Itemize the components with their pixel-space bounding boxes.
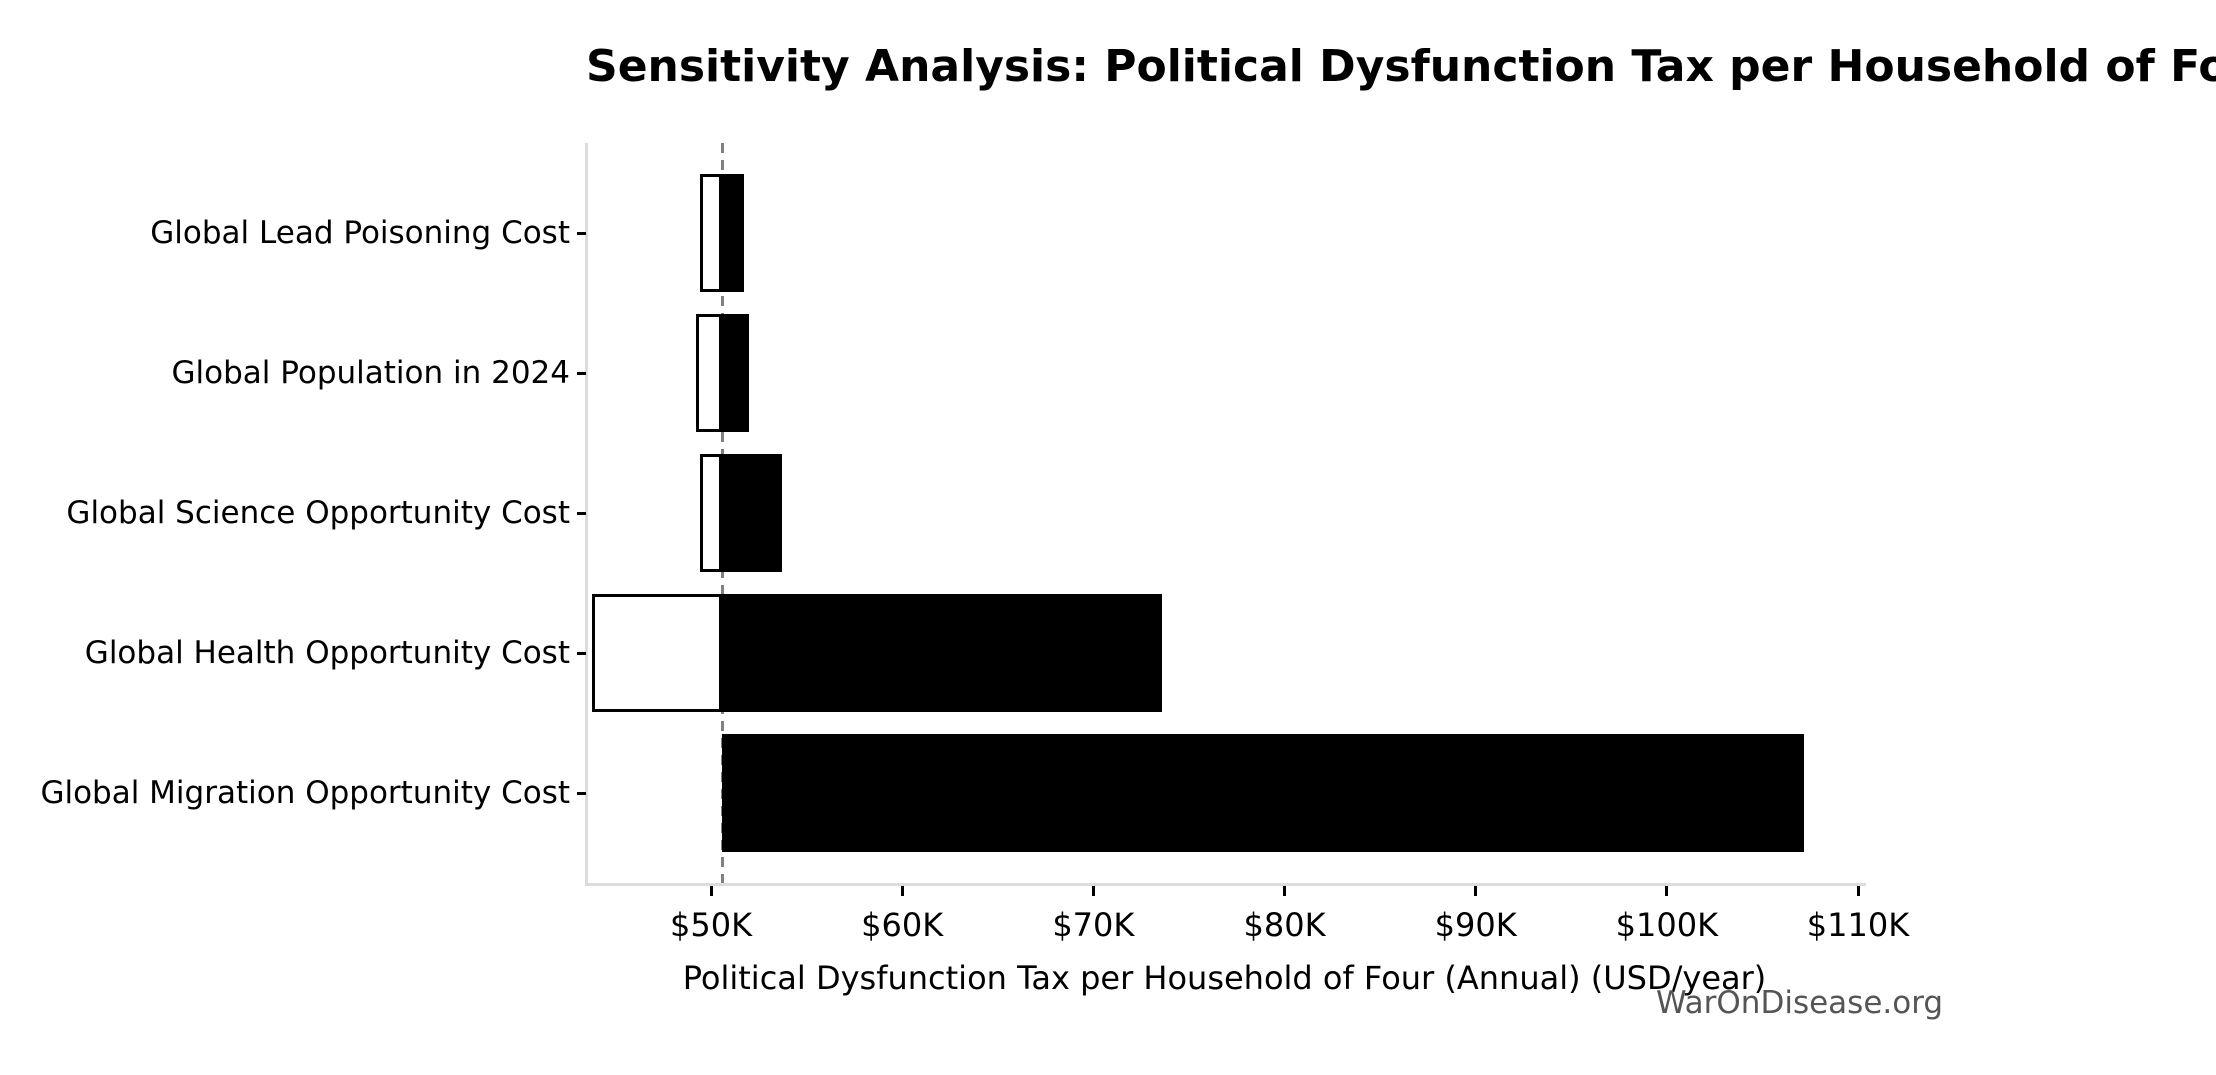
chart-title: Sensitivity Analysis: Political Dysfunct… xyxy=(586,41,2216,92)
x-tick-mark xyxy=(1856,886,1860,896)
y-tick-mark xyxy=(577,371,586,375)
y-tick-label: Global Science Opportunity Cost xyxy=(66,495,570,531)
y-tick-label: Global Lead Poisoning Cost xyxy=(150,215,570,251)
y-axis-spine xyxy=(585,143,588,886)
x-tick-mark xyxy=(709,886,713,896)
y-tick-label: Global Population in 2024 xyxy=(171,355,570,391)
y-tick-label: Global Health Opportunity Cost xyxy=(84,635,570,671)
x-tick-mark xyxy=(1091,886,1095,896)
tornado-bar-low xyxy=(699,454,723,572)
y-tick-mark xyxy=(577,791,586,795)
x-tick-label: $80K xyxy=(1243,906,1326,944)
tornado-bar-high xyxy=(722,174,744,292)
tornado-bar-high xyxy=(722,454,782,572)
x-tick-label: $70K xyxy=(1052,906,1135,944)
tornado-bar-high xyxy=(722,314,750,432)
x-tick-mark xyxy=(900,886,904,896)
x-axis-label: Political Dysfunction Tax per Household … xyxy=(682,959,1767,997)
tornado-bar-low xyxy=(699,174,723,292)
x-tick-label: $90K xyxy=(1434,906,1517,944)
x-axis-spine xyxy=(585,883,1866,886)
watermark: WarOnDisease.org xyxy=(1656,985,1944,1021)
x-tick-label: $100K xyxy=(1615,906,1719,944)
tornado-bar-low xyxy=(695,314,723,432)
x-tick-label: $50K xyxy=(669,906,753,944)
x-tick-mark xyxy=(1283,886,1287,896)
tornado-bar-high xyxy=(722,594,1163,712)
y-tick-label: Global Migration Opportunity Cost xyxy=(40,775,570,811)
y-tick-mark xyxy=(577,651,586,655)
tornado-bar-high xyxy=(722,734,1805,852)
x-tick-label: $110K xyxy=(1806,906,1910,944)
tornado-bar-low xyxy=(592,594,723,712)
x-tick-mark xyxy=(1665,886,1669,896)
x-tick-label: $60K xyxy=(861,906,944,944)
x-tick-mark xyxy=(1474,886,1478,896)
y-tick-mark xyxy=(577,231,586,235)
y-tick-mark xyxy=(577,511,586,515)
